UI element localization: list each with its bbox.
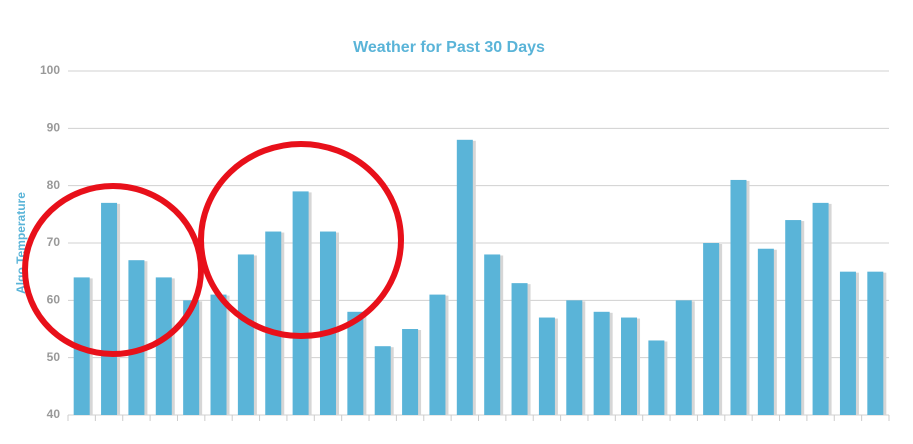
bar xyxy=(703,243,720,415)
bar xyxy=(812,202,829,415)
bar xyxy=(183,300,200,415)
bar xyxy=(648,340,665,415)
bar xyxy=(730,179,747,415)
bar xyxy=(265,231,282,415)
y-tick-label: 100 xyxy=(40,63,60,77)
bar xyxy=(456,139,473,416)
bar xyxy=(155,277,172,415)
bar xyxy=(511,283,528,415)
bar xyxy=(374,346,391,415)
y-tick-label: 70 xyxy=(47,235,61,249)
bar xyxy=(566,300,583,415)
y-tick-label: 60 xyxy=(47,293,61,307)
bar xyxy=(593,311,610,415)
bar xyxy=(839,271,856,415)
plot-area: 40 50 60 70 80 90 100 xyxy=(40,63,890,421)
bar xyxy=(675,300,692,415)
bar xyxy=(319,231,336,415)
y-tick-label: 80 xyxy=(47,178,61,192)
bar xyxy=(237,254,254,415)
bar xyxy=(101,202,118,415)
highlight-circle xyxy=(198,141,404,339)
bar xyxy=(867,271,884,415)
bar xyxy=(484,254,501,415)
bar xyxy=(785,220,802,415)
bar xyxy=(402,329,419,415)
y-tick-label: 50 xyxy=(47,350,61,364)
y-tick-label: 40 xyxy=(47,407,61,421)
bar xyxy=(538,317,555,415)
bar xyxy=(210,294,227,415)
y-tick-label: 90 xyxy=(47,121,61,135)
bar xyxy=(347,311,364,415)
bar xyxy=(757,248,774,415)
bar xyxy=(128,260,145,415)
chart-title: Weather for Past 30 Days xyxy=(353,39,545,56)
bar xyxy=(429,294,446,415)
bar xyxy=(621,317,638,415)
highlight-circle xyxy=(22,183,204,357)
bar xyxy=(292,191,309,415)
